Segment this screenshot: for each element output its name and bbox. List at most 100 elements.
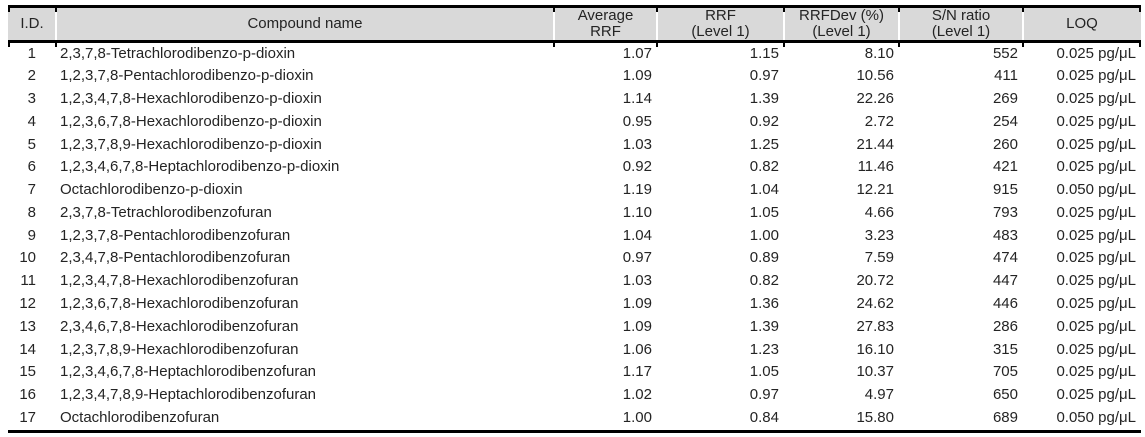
table-row: 11 1,2,3,4,7,8-Hexachlorodibenzofuran 1.… (8, 270, 1141, 293)
table-row: 5 1,2,3,7,8,9-Hexachlorodibenzo-p-dioxin… (8, 134, 1141, 157)
cell-id: 11 (20, 272, 36, 290)
cell-rrf-level1: 1.36 (749, 295, 779, 313)
header-column-separator (55, 7, 57, 40)
cell-average-rrf: 1.09 (622, 295, 652, 313)
cell-compound-name: 2,3,4,7,8-Pentachlorodibenzofuran (60, 249, 291, 267)
column-header-sn-ratio: S/N ratio (Level 1) (931, 6, 991, 40)
cell-compound-name: 1,2,3,4,7,8,9-Heptachlorodibenzofuran (60, 386, 317, 404)
cell-sn-ratio: 650 (992, 386, 1018, 404)
cell-compound-name: 1,2,3,7,8,9-Hexachlorodibenzofuran (60, 340, 299, 358)
cell-id: 12 (19, 295, 36, 313)
cell-rrf-level1: 1.25 (749, 135, 779, 153)
column-header-rrf-level1: RRF (Level 1) (691, 6, 750, 40)
cell-rrfdev-level1: 27.83 (856, 317, 894, 335)
column-boundary-tick (55, 7, 57, 12)
cell-id: 8 (27, 203, 36, 221)
cell-rrf-level1: 1.04 (749, 181, 779, 199)
table-row: 2 1,2,3,7,8-Pentachlorodibenzo-p-dioxin … (8, 65, 1141, 88)
cell-rrf-level1: 0.82 (749, 158, 779, 176)
column-header-average-rrf: Average RRF (577, 6, 634, 40)
cell-loq: 0.025 pg/μL (1056, 44, 1136, 62)
column-header-compound: Compound name (247, 14, 363, 32)
cell-rrf-level1: 1.39 (749, 317, 779, 335)
cell-rrf-level1: 1.05 (749, 203, 779, 221)
table-row: 7 Octachlorodibenzo-p-dioxin 1.19 1.04 1… (8, 179, 1141, 202)
table-row: 4 1,2,3,6,7,8-Hexachlorodibenzo-p-dioxin… (8, 111, 1141, 134)
cell-sn-ratio: 552 (992, 44, 1018, 62)
table-header-row: I.D. Compound name Average RRF RRF (Leve… (8, 6, 1141, 40)
column-boundary-tick (1139, 7, 1141, 12)
cell-loq: 0.025 pg/μL (1056, 272, 1136, 290)
cell-average-rrf: 1.07 (622, 44, 652, 62)
cell-id: 6 (27, 158, 36, 176)
table-header-rule (8, 40, 1141, 43)
cell-loq: 0.025 pg/μL (1056, 67, 1136, 85)
cell-id: 10 (19, 249, 36, 267)
column-boundary-tick (656, 42, 658, 47)
table-row: 6 1,2,3,4,6,7,8-Heptachlorodibenzo-p-dio… (8, 156, 1141, 179)
cell-average-rrf: 1.04 (622, 226, 652, 244)
cell-rrf-level1: 1.05 (749, 363, 779, 381)
column-boundary-tick (1022, 42, 1024, 47)
cell-average-rrf: 0.92 (622, 158, 652, 176)
cell-id: 14 (19, 340, 36, 358)
cell-average-rrf: 1.03 (622, 135, 652, 153)
cell-sn-ratio: 793 (992, 203, 1018, 221)
cell-rrfdev-level1: 24.62 (856, 295, 894, 313)
cell-id: 3 (27, 90, 36, 108)
cell-loq: 0.050 pg/μL (1056, 181, 1136, 199)
column-header-id: I.D. (20, 14, 44, 32)
column-boundary-tick (553, 42, 555, 47)
cell-average-rrf: 1.10 (622, 203, 652, 221)
table-row: 8 2,3,7,8-Tetrachlorodibenzofuran 1.10 1… (8, 202, 1141, 225)
cell-rrfdev-level1: 15.80 (856, 408, 894, 426)
cell-rrf-level1: 1.39 (749, 90, 779, 108)
cell-loq: 0.025 pg/μL (1056, 158, 1136, 176)
cell-sn-ratio: 260 (992, 135, 1018, 153)
cell-average-rrf: 1.06 (622, 340, 652, 358)
table-row: 16 1,2,3,4,7,8,9-Heptachlorodibenzofuran… (8, 384, 1141, 407)
cell-rrfdev-level1: 3.23 (864, 226, 894, 244)
cell-id: 13 (19, 317, 36, 335)
cell-sn-ratio: 689 (992, 408, 1018, 426)
cell-compound-name: 1,2,3,7,8,9-Hexachlorodibenzo-p-dioxin (60, 135, 322, 153)
table-row: 14 1,2,3,7,8,9-Hexachlorodibenzofuran 1.… (8, 339, 1141, 362)
cell-average-rrf: 1.09 (622, 67, 652, 85)
cell-loq: 0.025 pg/μL (1056, 295, 1136, 313)
cell-average-rrf: 1.03 (622, 272, 652, 290)
column-boundary-tick (783, 7, 785, 12)
cell-rrf-level1: 0.92 (749, 112, 779, 130)
cell-compound-name: 1,2,3,4,7,8-Hexachlorodibenzo-p-dioxin (60, 90, 322, 108)
cell-loq: 0.025 pg/μL (1056, 112, 1136, 130)
table-row: 13 2,3,4,6,7,8-Hexachlorodibenzofuran 1.… (8, 316, 1141, 339)
column-header-loq: LOQ (1066, 14, 1098, 32)
cell-loq: 0.025 pg/μL (1056, 90, 1136, 108)
cell-id: 5 (27, 135, 36, 153)
cell-rrfdev-level1: 4.66 (864, 203, 894, 221)
cell-loq: 0.025 pg/μL (1056, 386, 1136, 404)
cell-rrfdev-level1: 16.10 (856, 340, 894, 358)
cell-rrfdev-level1: 22.26 (856, 90, 894, 108)
cell-compound-name: Octachlorodibenzo-p-dioxin (60, 181, 243, 199)
cell-rrf-level1: 0.97 (749, 386, 779, 404)
cell-id: 17 (19, 408, 36, 426)
cell-average-rrf: 1.09 (622, 317, 652, 335)
header-column-separator (898, 7, 900, 40)
cell-loq: 0.025 pg/μL (1056, 363, 1136, 381)
cell-rrf-level1: 1.15 (749, 44, 779, 62)
cell-id: 7 (27, 181, 36, 199)
column-boundary-tick (1139, 42, 1141, 47)
cell-compound-name: 1,2,3,6,7,8-Hexachlorodibenzofuran (60, 295, 299, 313)
cell-average-rrf: 1.17 (622, 363, 652, 381)
cell-compound-name: 1,2,3,4,7,8-Hexachlorodibenzofuran (60, 272, 299, 290)
cell-compound-name: 1,2,3,7,8-Pentachlorodibenzo-p-dioxin (60, 67, 314, 85)
cell-average-rrf: 1.00 (622, 408, 652, 426)
table-row: 17 Octachlorodibenzofuran 1.00 0.84 15.8… (8, 407, 1141, 430)
cell-rrfdev-level1: 20.72 (856, 272, 894, 290)
cell-sn-ratio: 254 (992, 112, 1018, 130)
header-column-separator (656, 7, 658, 40)
cell-average-rrf: 1.02 (622, 386, 652, 404)
column-boundary-tick (783, 42, 785, 47)
cell-compound-name: 2,3,4,6,7,8-Hexachlorodibenzofuran (60, 317, 299, 335)
